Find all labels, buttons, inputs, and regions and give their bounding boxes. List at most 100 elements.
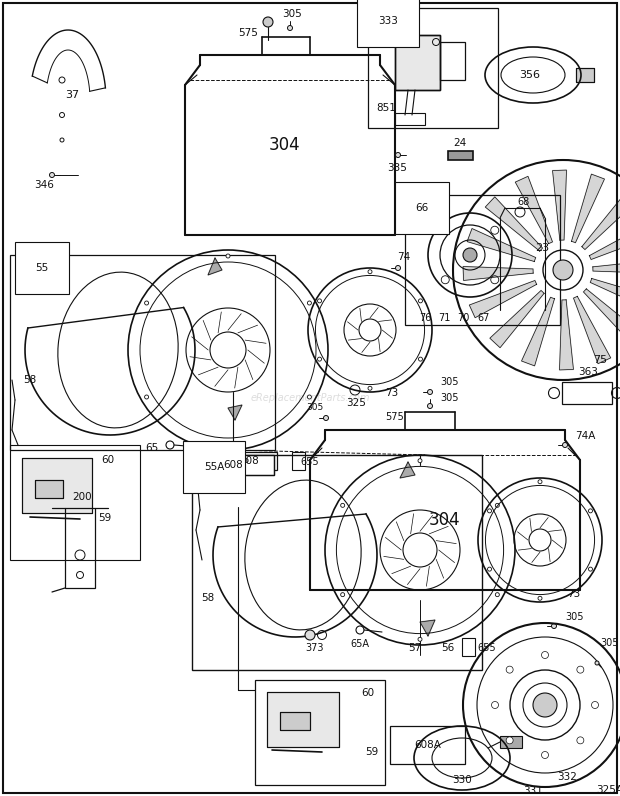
Polygon shape [515, 177, 552, 244]
Text: 851: 851 [376, 103, 396, 113]
Text: 68: 68 [518, 197, 530, 207]
Bar [255, 680, 385, 785]
Bar [192, 455, 274, 475]
Circle shape [368, 386, 372, 390]
Bar [576, 68, 594, 82]
Text: 333: 333 [378, 16, 398, 26]
Circle shape [418, 458, 422, 462]
Polygon shape [467, 228, 536, 261]
Circle shape [418, 298, 422, 302]
Circle shape [368, 270, 372, 274]
Text: 67: 67 [478, 313, 490, 323]
Polygon shape [490, 291, 544, 348]
Polygon shape [420, 620, 435, 636]
Text: 305: 305 [282, 9, 302, 19]
Text: 73: 73 [567, 589, 580, 599]
Circle shape [495, 503, 499, 507]
Circle shape [533, 693, 557, 717]
Text: 65A: 65A [350, 639, 370, 649]
Text: 55A: 55A [204, 462, 224, 472]
Text: 57: 57 [409, 643, 422, 653]
Text: 55: 55 [35, 263, 48, 273]
Text: 335: 335 [387, 163, 407, 173]
Circle shape [288, 25, 293, 30]
Polygon shape [590, 279, 620, 311]
Bar [368, 8, 498, 128]
Circle shape [428, 389, 433, 395]
Text: 60: 60 [361, 688, 374, 698]
Text: 66: 66 [415, 203, 428, 213]
Text: 56: 56 [441, 643, 454, 653]
Text: 373: 373 [306, 643, 324, 653]
Circle shape [562, 443, 567, 447]
Circle shape [577, 737, 584, 743]
Text: 655: 655 [477, 643, 497, 653]
Circle shape [340, 503, 345, 507]
Bar [292, 452, 305, 470]
Text: 332: 332 [557, 772, 577, 782]
Text: 60: 60 [102, 455, 115, 465]
Circle shape [463, 248, 477, 262]
Text: 304: 304 [269, 136, 301, 154]
Text: 70: 70 [457, 313, 469, 323]
Text: 356: 356 [520, 70, 541, 80]
Circle shape [308, 395, 311, 399]
Text: 305: 305 [601, 638, 619, 648]
Circle shape [595, 661, 599, 665]
Bar [35, 480, 63, 498]
Text: eReplacementParts.com: eReplacementParts.com [250, 393, 370, 403]
Text: 58: 58 [24, 375, 37, 385]
Text: 74A: 74A [575, 431, 595, 441]
Circle shape [50, 173, 55, 178]
Bar [500, 736, 522, 748]
Circle shape [541, 651, 549, 658]
Text: 304: 304 [429, 511, 461, 529]
Circle shape [506, 666, 513, 673]
Text: 23: 23 [535, 243, 549, 253]
Text: 325: 325 [346, 398, 366, 408]
Bar [395, 35, 440, 90]
Bar [222, 452, 277, 470]
Circle shape [495, 593, 499, 597]
Circle shape [577, 666, 584, 673]
Text: 305: 305 [441, 393, 459, 403]
Circle shape [263, 17, 273, 27]
Bar [395, 113, 425, 125]
Polygon shape [583, 289, 620, 343]
Circle shape [226, 442, 230, 446]
Text: 37: 37 [65, 90, 79, 100]
Text: 305: 305 [306, 404, 324, 412]
Circle shape [591, 701, 598, 708]
Polygon shape [574, 296, 611, 364]
Polygon shape [208, 258, 222, 275]
Bar [462, 638, 475, 656]
Polygon shape [572, 174, 604, 243]
Circle shape [144, 395, 149, 399]
Bar [35, 480, 63, 498]
Text: 608A: 608A [415, 740, 441, 750]
Polygon shape [228, 405, 242, 420]
Circle shape [552, 623, 557, 629]
Bar [405, 195, 560, 325]
Circle shape [144, 301, 149, 305]
Circle shape [588, 567, 593, 572]
Bar [65, 508, 95, 588]
Circle shape [396, 266, 401, 271]
Text: 305: 305 [441, 377, 459, 387]
Circle shape [317, 298, 322, 302]
Polygon shape [400, 462, 415, 478]
Text: 575: 575 [386, 412, 404, 422]
Circle shape [428, 404, 433, 408]
Bar [192, 455, 274, 475]
Circle shape [226, 254, 230, 258]
Polygon shape [590, 222, 620, 259]
Circle shape [506, 737, 513, 743]
Circle shape [317, 357, 322, 361]
Text: 74: 74 [397, 252, 410, 262]
Bar [22, 458, 92, 513]
Circle shape [324, 416, 329, 420]
Bar [280, 712, 310, 730]
Text: 65: 65 [145, 443, 159, 453]
Polygon shape [463, 267, 533, 280]
Text: 71: 71 [438, 313, 450, 323]
